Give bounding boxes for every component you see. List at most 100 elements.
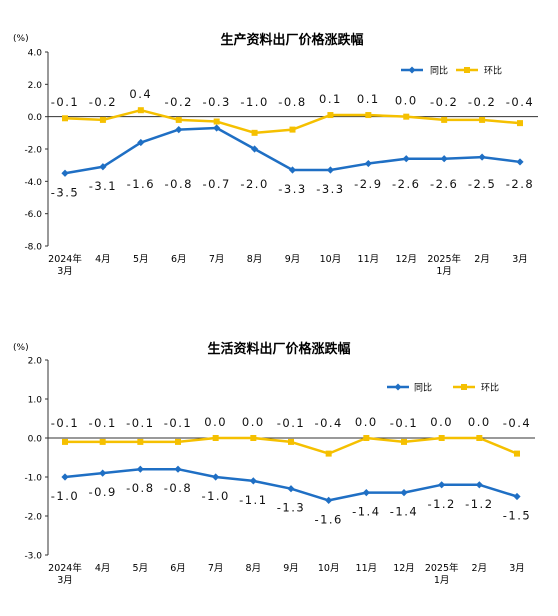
x-tick-label: 8月 <box>247 254 263 265</box>
y-tick-label: -4.0 <box>24 178 42 188</box>
data-point <box>479 116 486 123</box>
data-point <box>137 107 144 114</box>
x-tick-label: 2024年 <box>48 253 82 265</box>
x-tick-label: 2024年 <box>48 562 82 574</box>
data-point <box>99 116 106 123</box>
y-tick-label: -2.0 <box>24 513 42 523</box>
x-tick-label: 2月 <box>474 254 490 265</box>
data-label: -1.2 <box>465 497 493 511</box>
data-label: 0.0 <box>430 415 453 429</box>
data-point <box>175 438 181 445</box>
data-point <box>325 450 332 457</box>
y-tick-label: -6.0 <box>24 210 42 220</box>
data-label: 0.4 <box>129 87 152 101</box>
data-point <box>175 126 183 134</box>
data-label: -1.6 <box>314 512 342 526</box>
data-point <box>288 166 297 174</box>
data-label: -3.5 <box>51 185 79 199</box>
data-point <box>400 489 408 497</box>
data-point <box>249 477 257 485</box>
data-label: -2.8 <box>506 177 534 191</box>
data-point <box>136 465 144 473</box>
data-point <box>213 124 221 132</box>
data-point <box>62 115 68 122</box>
x-tick-label: 2025年 <box>427 253 461 265</box>
data-point <box>212 473 220 481</box>
data-point <box>99 469 107 477</box>
data-label: -1.0 <box>51 489 79 503</box>
data-point <box>364 159 372 168</box>
data-label: -0.1 <box>51 95 79 109</box>
x-tick-label: 10月 <box>320 254 342 265</box>
data-label: 0.1 <box>319 92 342 106</box>
data-label: -0.7 <box>202 177 230 191</box>
data-point <box>326 166 335 174</box>
data-point <box>250 145 259 153</box>
data-point <box>438 435 445 441</box>
data-point <box>289 126 296 133</box>
data-label: -0.1 <box>51 416 79 430</box>
data-point <box>438 481 446 489</box>
data-point <box>250 435 257 441</box>
data-label: -0.4 <box>314 416 342 430</box>
data-label: -0.2 <box>165 95 193 109</box>
data-point <box>513 492 521 501</box>
data-label: 0.1 <box>357 92 380 106</box>
data-label: -0.4 <box>506 95 534 109</box>
x-tick-label: 7月 <box>209 254 225 265</box>
chart-title: 生产资料出厂价格涨跌幅 <box>220 32 363 48</box>
x-tick-label: 9月 <box>285 254 301 265</box>
data-point <box>174 465 182 473</box>
legend-label: 环比 <box>484 65 502 77</box>
legend-label: 同比 <box>430 65 448 77</box>
y-tick-label: 0.0 <box>28 435 43 445</box>
x-tick-label: 1月 <box>434 575 450 586</box>
data-label: 0.0 <box>242 415 265 429</box>
data-point <box>517 120 523 127</box>
data-point <box>516 158 524 166</box>
data-label: -1.0 <box>240 95 268 109</box>
data-point <box>362 489 370 497</box>
data-point <box>61 473 69 481</box>
data-point <box>61 169 69 177</box>
x-tick-label: 4月 <box>95 563 111 574</box>
x-tick-label: 11月 <box>356 563 378 574</box>
x-tick-label: 8月 <box>246 563 262 574</box>
data-point <box>514 450 520 457</box>
data-label: -1.6 <box>127 177 155 191</box>
data-point <box>175 116 182 123</box>
x-tick-label: 7月 <box>208 563 224 574</box>
data-label: 0.0 <box>204 415 227 429</box>
data-point <box>475 481 483 489</box>
data-point <box>441 116 448 123</box>
data-label: -1.5 <box>503 509 531 523</box>
x-tick-label: 1月 <box>436 266 452 277</box>
data-point <box>137 438 144 445</box>
data-label: -1.0 <box>201 489 229 503</box>
data-label: -0.1 <box>126 416 154 430</box>
data-label: -1.4 <box>352 505 380 519</box>
y-tick-label: 1.0 <box>28 396 43 406</box>
data-label: -3.1 <box>89 179 117 193</box>
x-tick-label: 2025年 <box>425 562 459 574</box>
y-tick-label: 2.0 <box>28 357 43 367</box>
data-label: -0.1 <box>277 416 305 430</box>
x-tick-label: 5月 <box>133 254 149 265</box>
data-point <box>99 438 106 445</box>
data-point <box>62 438 68 445</box>
data-label: -0.1 <box>88 416 116 430</box>
legend-label: 环比 <box>481 382 499 394</box>
data-point <box>251 129 258 136</box>
data-point <box>288 438 294 445</box>
y-axis-unit: (%) <box>13 343 29 353</box>
x-tick-label: 4月 <box>95 254 111 265</box>
data-label: -0.2 <box>430 95 458 109</box>
data-label: -0.1 <box>164 416 192 430</box>
data-label: -2.0 <box>240 177 268 191</box>
data-label: -0.8 <box>126 481 154 495</box>
y-tick-label: 0.0 <box>28 113 43 123</box>
data-label: -1.3 <box>277 501 305 515</box>
legend-marker <box>464 67 470 73</box>
x-tick-label: 10月 <box>318 563 340 574</box>
data-point <box>99 163 107 171</box>
